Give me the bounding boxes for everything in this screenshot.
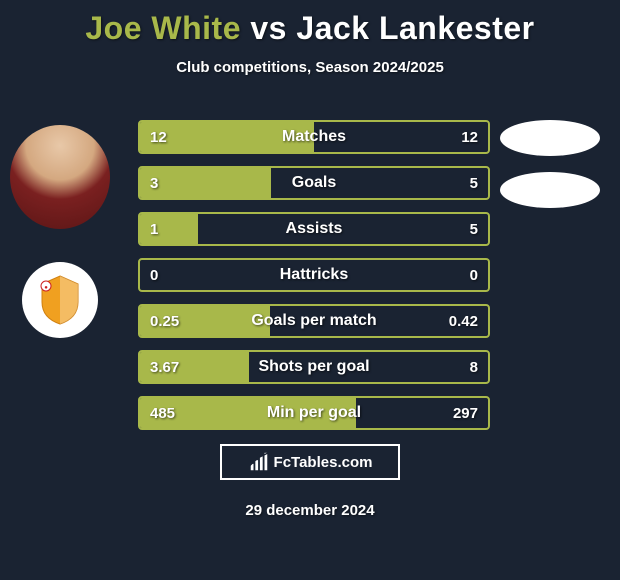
player1-club-badge: ● (22, 262, 98, 338)
vs-label: vs (250, 10, 287, 46)
chart-icon (248, 451, 270, 473)
stat-row-hattricks: 0 Hattricks 0 (138, 258, 490, 292)
stat-value-right: 0.42 (449, 306, 478, 336)
date-label: 29 december 2024 (0, 502, 620, 519)
stat-label: Assists (140, 214, 488, 244)
player1-name: Joe White (85, 10, 241, 46)
stat-row-goals: 3 Goals 5 (138, 166, 490, 200)
stat-row-goals-per-match: 0.25 Goals per match 0.42 (138, 304, 490, 338)
player1-avatar (10, 125, 110, 229)
stat-value-right: 297 (453, 398, 478, 428)
stat-value-right: 0 (470, 260, 478, 290)
stat-row-matches: 12 Matches 12 (138, 120, 490, 154)
stat-row-assists: 1 Assists 5 (138, 212, 490, 246)
stat-value-right: 5 (470, 214, 478, 244)
stat-value-right: 12 (461, 122, 478, 152)
player2-name: Jack Lankester (296, 10, 534, 46)
subtitle: Club competitions, Season 2024/2025 (0, 59, 620, 76)
stat-label: Shots per goal (140, 352, 488, 382)
stat-row-min-per-goal: 485 Min per goal 297 (138, 396, 490, 430)
stat-label: Matches (140, 122, 488, 152)
stat-label: Hattricks (140, 260, 488, 290)
stat-label: Goals per match (140, 306, 488, 336)
stat-value-right: 5 (470, 168, 478, 198)
stat-label: Min per goal (140, 398, 488, 428)
stats-container: 12 Matches 12 3 Goals 5 1 Assists 5 0 Ha… (138, 120, 490, 442)
stat-label: Goals (140, 168, 488, 198)
stat-value-right: 8 (470, 352, 478, 382)
branding-text: FcTables.com (274, 454, 373, 471)
player2-avatar-placeholder-2 (500, 172, 600, 208)
comparison-title: Joe White vs Jack Lankester (0, 0, 620, 47)
branding-box: FcTables.com (220, 444, 400, 480)
stat-row-shots-per-goal: 3.67 Shots per goal 8 (138, 350, 490, 384)
svg-text:●: ● (44, 285, 48, 291)
player2-avatar-placeholder-1 (500, 120, 600, 156)
